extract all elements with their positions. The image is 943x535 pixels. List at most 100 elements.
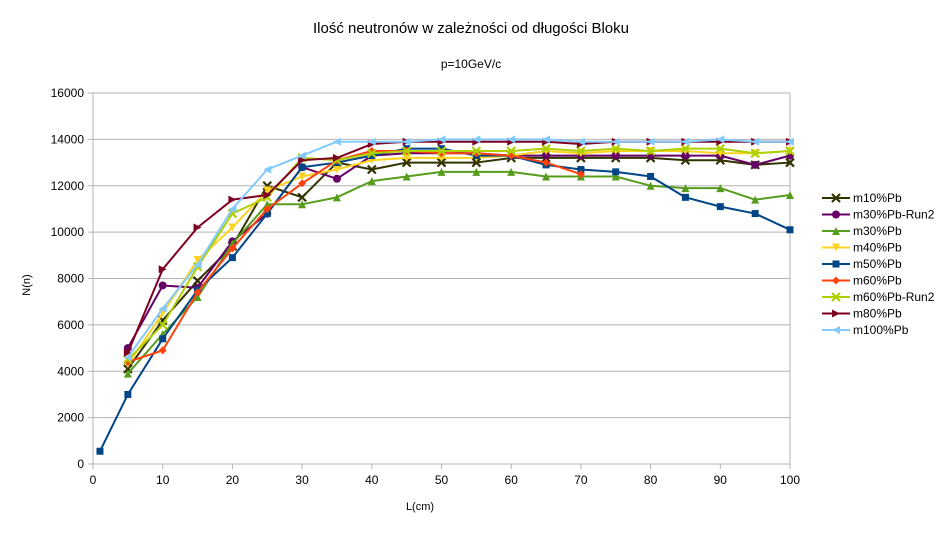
data-point	[437, 135, 446, 144]
data-point	[124, 390, 132, 398]
data-point	[680, 143, 691, 154]
x-tick-label: 100	[780, 473, 800, 487]
data-point	[542, 135, 551, 144]
x-tick-label: 80	[644, 473, 658, 487]
data-point	[159, 335, 167, 343]
data-point	[611, 151, 620, 160]
data-point	[751, 160, 760, 169]
data-point	[471, 146, 482, 156]
legend-marker	[832, 326, 840, 334]
legend-item: m60%Pb-Run2	[822, 290, 935, 304]
legend-label: m60%Pb	[853, 274, 902, 288]
data-point	[263, 186, 272, 195]
data-point	[681, 151, 690, 160]
x-tick-label: 20	[226, 473, 240, 487]
data-point	[228, 195, 237, 204]
data-point	[193, 293, 202, 302]
series-m10%Pb	[123, 153, 795, 374]
legend-marker	[832, 227, 840, 235]
y-tick-label: 10000	[51, 225, 85, 239]
data-point	[157, 320, 168, 330]
legend-item: m60%Pb	[822, 274, 902, 288]
x-tick-label: 70	[574, 473, 588, 487]
data-point	[367, 177, 376, 186]
data-point	[577, 166, 585, 174]
legend-label: m10%Pb	[853, 191, 902, 205]
data-point	[610, 143, 621, 154]
data-point	[786, 137, 794, 146]
data-point	[298, 200, 307, 209]
data-point	[542, 151, 551, 160]
series-line	[127, 170, 791, 375]
data-point	[297, 192, 307, 203]
x-tick-label: 10	[156, 473, 170, 487]
data-point	[576, 146, 586, 156]
legend-marker	[832, 260, 840, 268]
data-point	[332, 165, 341, 174]
chart-subtitle: p=10GeV/c	[441, 57, 501, 71]
data-point	[298, 172, 307, 181]
legend-marker	[832, 243, 840, 252]
data-point	[367, 148, 377, 159]
data-point	[751, 195, 760, 204]
series-m80%Pb	[123, 137, 794, 357]
legend-item: m10%Pb	[822, 191, 902, 205]
legend-marker	[832, 210, 840, 219]
data-point	[402, 137, 411, 146]
x-axis-label: L(cm)	[406, 501, 434, 513]
data-point	[542, 172, 551, 181]
data-point	[123, 369, 132, 378]
y-tick-label: 16000	[51, 86, 85, 100]
legend-item: m30%Pb-Run2	[822, 208, 935, 222]
data-point	[750, 148, 760, 159]
data-point	[158, 304, 167, 313]
data-point	[645, 146, 656, 156]
legend: m10%Pb m30%Pb-Run2 m30%Pb m40%Pb m50%Pb m60%P…	[822, 191, 935, 337]
data-point	[436, 146, 447, 156]
data-point	[716, 203, 724, 211]
y-tick-label: 6000	[57, 318, 84, 332]
data-point	[647, 172, 655, 180]
data-point	[506, 146, 516, 156]
data-point	[332, 137, 341, 146]
data-point	[611, 172, 620, 181]
data-point	[401, 146, 412, 156]
series-line	[127, 149, 791, 365]
data-point	[123, 348, 132, 357]
series-line	[127, 147, 791, 361]
data-point	[785, 157, 795, 168]
data-point	[785, 146, 795, 156]
legend-marker	[831, 193, 841, 203]
data-point	[646, 181, 655, 190]
data-point	[228, 204, 237, 213]
data-point	[193, 288, 202, 297]
data-point	[646, 137, 655, 146]
legend-label: m100%Pb	[853, 323, 909, 337]
y-tick-label: 12000	[51, 179, 85, 193]
legend-item: m50%Pb	[822, 257, 902, 271]
x-tick-label: 60	[505, 473, 519, 487]
data-point	[507, 167, 516, 176]
legend-item: m100%Pb	[822, 323, 909, 337]
series-m60%Pb	[123, 146, 585, 366]
data-point	[332, 174, 341, 183]
series-group	[96, 135, 795, 455]
x-tick-label: 50	[435, 473, 449, 487]
x-tick-label: 30	[295, 473, 309, 487]
data-point	[716, 184, 725, 193]
data-point	[158, 281, 167, 290]
data-point	[576, 170, 585, 179]
legend-marker	[831, 292, 841, 302]
chart-title: Ilość neutronów w zależności od długości…	[313, 20, 629, 37]
data-point	[401, 157, 412, 168]
legend-label: m80%Pb	[853, 307, 902, 321]
data-point	[158, 265, 167, 274]
y-tick-label: 2000	[57, 411, 84, 425]
x-tick-label: 0	[90, 473, 97, 487]
data-point	[332, 153, 341, 162]
data-point	[263, 210, 271, 218]
data-point	[263, 191, 272, 200]
legend-label: m30%Pb-Run2	[853, 208, 935, 222]
